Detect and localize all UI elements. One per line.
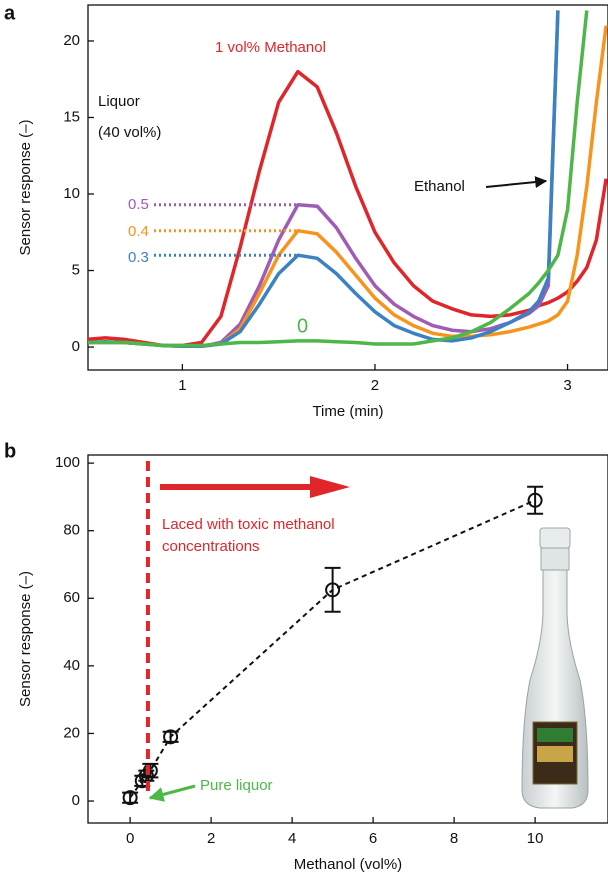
y-axis-label: Sensor response (–): [17, 120, 34, 256]
data-point: [163, 729, 179, 745]
series-label: 0.5: [128, 196, 149, 213]
x-tick-label: 4: [288, 830, 296, 847]
x-tick-label: 8: [450, 830, 458, 847]
series-line: [88, 10, 560, 349]
annotation: Liquor: [98, 93, 140, 110]
x-tick-label: 0: [126, 830, 134, 847]
plot-area: [88, 10, 608, 349]
data-point: [325, 582, 341, 598]
series-line: [88, 10, 589, 348]
data-point: [142, 763, 158, 779]
y-tick-label: 100: [55, 454, 80, 471]
panel-label: b: [4, 440, 16, 462]
plot-frame: [87, 454, 608, 824]
annotation: (40 vol%): [98, 124, 161, 141]
x-tick-label: 2: [371, 377, 379, 394]
annotation: Ethanol: [414, 178, 465, 195]
plot-frame: [87, 4, 608, 371]
data-point: [527, 492, 543, 508]
y-tick-label: 0: [72, 792, 80, 809]
annotation-arrow: [148, 784, 196, 802]
series-label: 0: [297, 315, 308, 337]
y-tick-label: 15: [63, 108, 80, 125]
annotation: Pure liquor: [200, 777, 273, 794]
series-label: 0.3: [128, 249, 149, 266]
annotation-arrow: [485, 176, 548, 189]
y-tick-label: 60: [63, 589, 80, 606]
x-axis-label: Time (min): [312, 403, 383, 420]
y-tick-label: 20: [63, 724, 80, 741]
series-label: 0.4: [128, 223, 149, 240]
error-bar: [527, 485, 544, 515]
x-tick-label: 3: [563, 377, 571, 394]
y-tick-label: 10: [63, 185, 80, 202]
y-tick-label: 5: [72, 261, 80, 278]
x-axis-label: Methanol (vol%): [294, 856, 402, 873]
series-line: [88, 10, 560, 349]
series-label: 1 vol% Methanol: [215, 39, 326, 56]
panel-label: a: [4, 2, 16, 24]
y-tick-label: 80: [63, 522, 80, 539]
y-tick-label: 40: [63, 657, 80, 674]
series-line: [88, 69, 608, 348]
annotation: Laced with toxic methanol: [162, 516, 335, 533]
x-tick-label: 10: [527, 830, 544, 847]
series-line: [88, 25, 608, 349]
y-tick-label: 0: [72, 338, 80, 355]
x-tick-label: 1: [178, 377, 186, 394]
threshold-arrow: [160, 476, 350, 498]
y-axis-label: Sensor response (–): [17, 571, 34, 707]
y-tick-label: 20: [63, 32, 80, 49]
data-point: [122, 790, 138, 806]
annotation: concentrations: [162, 538, 260, 555]
x-tick-label: 2: [207, 830, 215, 847]
error-bar: [324, 566, 341, 613]
x-tick-label: 6: [369, 830, 377, 847]
plot-area: [122, 485, 544, 806]
bottle-photo: [521, 527, 589, 809]
